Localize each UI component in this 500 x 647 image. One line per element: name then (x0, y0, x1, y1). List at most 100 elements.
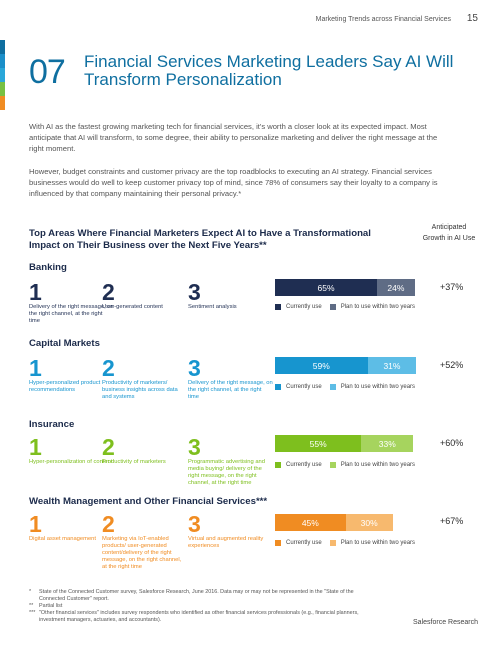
legend-current-swatch (275, 304, 281, 310)
footnote: * State of the Connected Customer survey,… (29, 589, 369, 603)
bar-current-segment: 45% (275, 514, 346, 531)
growth-value: +60% (440, 438, 464, 448)
rank-description: User-generated content (102, 304, 163, 310)
intro-paragraph: With AI as the fastest growing marketing… (29, 122, 438, 153)
chapter-title: Financial Services Marketing Leaders Say… (84, 52, 454, 89)
stacked-bar: 45% 30% (275, 514, 432, 531)
rank-item: 1 Delivery of the right message, on the … (29, 281, 114, 325)
rank-item: 3 Sentiment analysis (188, 281, 273, 311)
legend-current-label: Currently use (286, 304, 322, 310)
rank-number: 3 (188, 279, 201, 305)
bar-plan-segment: 30% (345, 514, 393, 531)
legend-current-label: Currently use (286, 540, 322, 546)
rank-item: 3 Programmatic advertising and media buy… (188, 436, 273, 487)
footnote-text: "Other financial services" includes surv… (39, 610, 359, 623)
legend-plan-swatch (329, 462, 336, 468)
legend-plan-label: Plan to use within two years (340, 384, 416, 390)
rank-item: 3 Delivery of the right message, on the … (188, 357, 273, 401)
rank-number: 1 (29, 279, 42, 305)
stacked-bar: 65% 24% (275, 279, 432, 296)
growth-value: +67% (440, 516, 464, 526)
rank-item: 1 Digital asset management (29, 513, 114, 543)
rank-description: Marketing via IoT-enabled products/ user… (102, 536, 182, 570)
rank-description: Virtual and augmented reality experience… (188, 536, 264, 549)
rank-item: 2 Marketing via IoT-enabled products/ us… (102, 513, 187, 571)
legend-current-swatch (275, 462, 281, 468)
page-number: 15 (466, 13, 478, 24)
rank-number: 3 (188, 355, 201, 381)
legend-plan-label: Plan to use within two years (340, 304, 416, 310)
rank-item: 1 Hyper-personalization of content (29, 436, 114, 466)
bar-plan-segment: 31% (367, 357, 417, 374)
intro-paragraph: However, budget constraints and customer… (29, 167, 438, 198)
footnote-mark: *** (29, 610, 36, 616)
footnote: *** "Other financial services" includes s… (29, 610, 369, 624)
rank-number: 3 (188, 511, 201, 537)
growth-value: +52% (440, 360, 464, 370)
rank-number: 2 (102, 279, 115, 305)
accent-segment (0, 54, 5, 68)
accent-strip (0, 40, 5, 110)
legend: Currently use Plan to use within two yea… (275, 384, 445, 390)
bar-current-segment: 65% (275, 279, 378, 296)
rank-description: Productivity of marketers (102, 459, 166, 465)
rank-number: 1 (29, 511, 42, 537)
rank-number: 3 (188, 434, 201, 460)
growth-value: +37% (440, 282, 464, 292)
accent-segment (0, 82, 5, 96)
legend-plan-swatch (329, 540, 336, 546)
bar-current-segment: 59% (275, 357, 368, 374)
legend-plan-swatch (329, 304, 336, 310)
rank-item: 2 Productivity of marketers/ business in… (102, 357, 187, 401)
rank-description: Productivity of marketers/ business insi… (102, 380, 178, 400)
legend-plan-label: Plan to use within two years (340, 462, 416, 468)
rank-description: Digital asset management (29, 536, 97, 542)
section-title: Wealth Management and Other Financial Se… (29, 496, 268, 507)
accent-segment (0, 96, 5, 110)
rank-description: Programmatic advertising and media buyin… (188, 459, 266, 486)
rank-number: 2 (102, 355, 115, 381)
legend-current-label: Currently use (286, 384, 322, 390)
rank-number: 1 (29, 355, 42, 381)
figure-title: Top Areas Where Financial Marketers Expe… (29, 228, 371, 251)
rank-description: Hyper-personalization of content (29, 459, 113, 465)
legend: Currently use Plan to use within two yea… (275, 462, 445, 468)
rank-description: Delivery of the right message, on the ri… (29, 304, 114, 324)
rank-description: Sentiment analysis (188, 304, 237, 310)
section-title: Insurance (29, 419, 75, 430)
footer-label: Salesforce Research (413, 619, 478, 626)
stacked-bar: 55% 33% (275, 435, 432, 452)
rank-number: 2 (102, 434, 115, 460)
legend-plan-swatch (329, 384, 336, 390)
chapter-number: 07 (29, 53, 66, 91)
footnote-mark: ** (29, 603, 34, 609)
footnote-mark: * (29, 589, 32, 595)
footnote-text: Partial list (39, 603, 63, 609)
footnote: ** Partial list (29, 603, 369, 610)
bar-plan-segment: 24% (377, 279, 415, 296)
footnotes: * State of the Connected Customer survey,… (29, 589, 369, 624)
legend: Currently use Plan to use within two yea… (275, 304, 445, 310)
rank-description: Delivery of the right message, on the ri… (188, 380, 273, 400)
rank-description: Hyper-personalized product recommendatio… (29, 380, 101, 393)
legend-current-label: Currently use (286, 462, 322, 468)
section-title: Banking (29, 262, 67, 273)
bar-plan-segment: 33% (361, 435, 414, 452)
rank-number: 1 (29, 434, 42, 460)
footnote-text: State of the Connected Customer survey, … (39, 589, 354, 602)
rank-number: 2 (102, 511, 115, 537)
bar-current-segment: 55% (275, 435, 362, 452)
stacked-bar: 59% 31% (275, 357, 432, 374)
running-head: Marketing Trends across Financial Servic… (315, 16, 451, 23)
legend-plan-label: Plan to use within two years (340, 540, 416, 546)
rank-item: 2 User-generated content (102, 281, 187, 311)
legend-current-swatch (275, 540, 281, 546)
section-title: Capital Markets (29, 338, 100, 349)
rank-item: 2 Productivity of marketers (102, 436, 187, 466)
rank-item: 1 Hyper-personalized product recommendat… (29, 357, 114, 394)
legend-current-swatch (275, 384, 281, 390)
accent-segment (0, 68, 5, 82)
legend: Currently use Plan to use within two yea… (275, 540, 445, 546)
growth-column-header: Anticipated Growth in AI Use (422, 224, 476, 242)
accent-segment (0, 40, 5, 54)
